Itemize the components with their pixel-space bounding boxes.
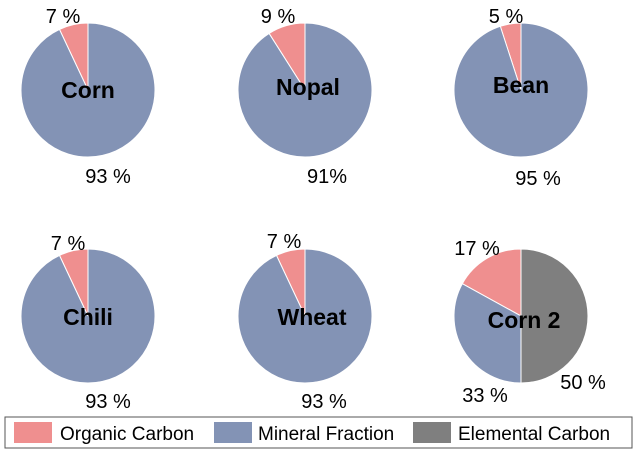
slice-chili-mineral-fraction <box>20 248 156 384</box>
pie-nopal: 9 % 91% Nopal <box>237 6 373 188</box>
slice-corn-2-elemental-carbon <box>520 248 589 384</box>
pie-title-corn: Corn <box>61 77 115 103</box>
pie-corn: 7 % 93 % Corn <box>20 6 156 188</box>
pie-title-bean: Bean <box>493 72 549 98</box>
legend-frame <box>4 416 633 449</box>
pie-chili: 7 % 93 % Chili <box>20 233 156 413</box>
pie-corn-2: 17 % 33 % 50 % Corn 2 <box>453 238 606 407</box>
legend-swatch-mineral-fraction <box>214 422 252 443</box>
data-label-chili-organic-carbon: 7 % <box>51 233 86 255</box>
data-label-corn-organic-carbon: 7 % <box>46 6 81 28</box>
legend-label-mineral-fraction: Mineral Fraction <box>258 424 394 445</box>
legend-label-elemental-carbon: Elemental Carbon <box>458 424 610 445</box>
legend-swatch-organic-carbon <box>14 422 52 443</box>
data-label-corn-mineral-fraction: 93 % <box>85 166 131 188</box>
slice-wheat-mineral-fraction <box>237 248 373 384</box>
pie-title-corn-2: Corn 2 <box>488 307 561 333</box>
pie-title-nopal: Nopal <box>276 74 340 100</box>
slice-corn-mineral-fraction <box>20 22 156 158</box>
legend-swatch-elemental-carbon <box>413 422 451 443</box>
slice-corn-2-mineral-fraction <box>453 283 522 384</box>
data-label-wheat-mineral-fraction: 93 % <box>301 391 347 413</box>
data-label-nopal-organic-carbon: 9 % <box>261 6 296 28</box>
slice-bean-mineral-fraction <box>453 22 589 158</box>
data-label-bean-organic-carbon: 5 % <box>489 6 524 28</box>
pie-title-chili: Chili <box>63 304 113 330</box>
pie-title-wheat: Wheat <box>278 304 347 330</box>
slice-corn-2-organic-carbon <box>461 248 522 317</box>
data-label-wheat-organic-carbon: 7 % <box>267 231 302 253</box>
data-label-corn-2-mineral-fraction: 33 % <box>462 385 508 407</box>
legend-label-organic-carbon: Organic Carbon <box>60 424 194 445</box>
data-label-corn-2-elemental-carbon: 50 % <box>560 372 606 394</box>
slice-nopal-mineral-fraction <box>237 22 373 158</box>
legend: Organic Carbon Mineral Fraction Elementa… <box>4 416 633 449</box>
data-label-corn-2-organic-carbon: 17 % <box>454 238 500 260</box>
data-label-bean-mineral-fraction: 95 % <box>515 168 561 190</box>
pie-wheat: 7 % 93 % Wheat <box>237 231 373 413</box>
pies-layer: 7 % 93 % Corn 9 % 91% Nopal 5 % 95 % Bean 7 % 93 %… <box>20 6 606 413</box>
data-label-chili-mineral-fraction: 93 % <box>85 391 131 413</box>
pie-bean: 5 % 95 % Bean <box>453 6 589 190</box>
data-label-nopal-mineral-fraction: 91% <box>307 166 347 188</box>
